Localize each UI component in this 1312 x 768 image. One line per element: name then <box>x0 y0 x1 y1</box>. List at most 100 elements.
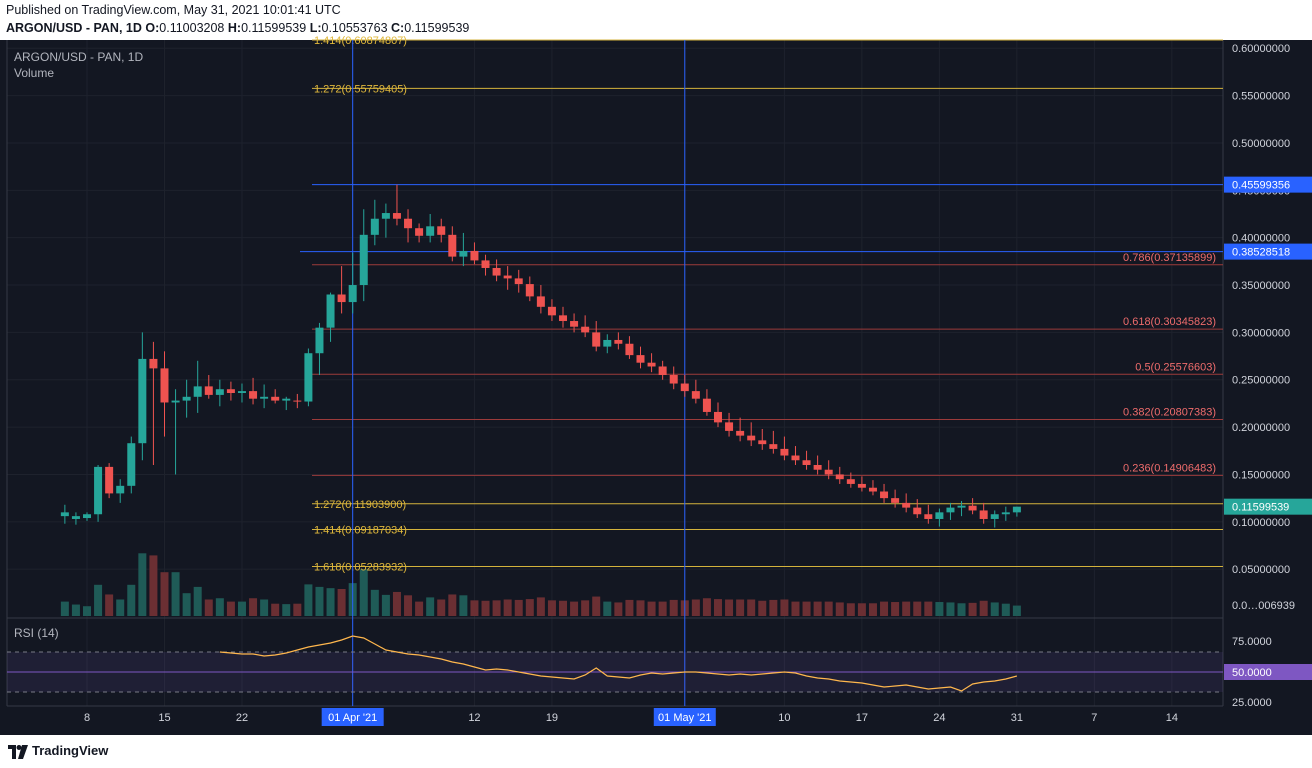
volume-bar <box>691 599 700 616</box>
time-tick-label: 01 Apr '21 <box>328 712 377 724</box>
candles <box>60 184 1021 528</box>
candle-body <box>968 505 977 511</box>
volume-bar <box>138 553 147 616</box>
volume-bar <box>835 602 844 616</box>
price-tick-label: 0.55000000 <box>1232 91 1290 103</box>
volume-bar <box>437 599 446 616</box>
candle-body <box>503 275 512 279</box>
candle-body <box>381 213 390 219</box>
rsi-tick-label: 25.0000 <box>1232 697 1272 709</box>
volume-bar <box>381 594 390 616</box>
price-tick-label: 0.60000000 <box>1232 43 1290 55</box>
volume-bar <box>902 601 911 616</box>
volume-bar <box>525 599 534 616</box>
candle-body <box>1012 506 1021 513</box>
candle-body <box>636 355 645 363</box>
candle-body <box>725 422 734 431</box>
volume-bar <box>83 606 91 616</box>
candle-body <box>525 284 534 297</box>
volume-bar <box>459 595 468 616</box>
volume-bar <box>846 603 855 616</box>
volume-bar <box>237 601 246 616</box>
candle-body <box>736 430 745 436</box>
volume-bar <box>658 601 667 616</box>
candle-body <box>237 391 246 394</box>
candle-body <box>891 498 900 503</box>
volume-bar <box>271 603 280 616</box>
price-axis: 0.600000000.550000000.500000000.45000000… <box>1224 40 1312 706</box>
volume-bar <box>304 584 313 616</box>
candle-body <box>426 226 435 236</box>
candle-body <box>824 469 833 475</box>
candle-body <box>415 228 424 236</box>
volume-bar <box>736 599 745 616</box>
rsi-current-tag <box>1224 664 1312 680</box>
volume-bar <box>702 598 711 616</box>
price-tick-label: 0.0…006939 <box>1232 600 1295 612</box>
tradingview-logo-icon[interactable] <box>8 745 28 759</box>
volume-bar <box>979 600 988 616</box>
candle-body <box>437 226 446 235</box>
volume-bar <box>713 599 722 616</box>
candle-body <box>514 278 523 285</box>
candle-body <box>404 218 413 229</box>
volume-bar <box>215 598 224 616</box>
candle-body <box>260 396 269 399</box>
header-bar: Published on TradingView.com, May 31, 20… <box>0 0 1312 40</box>
volume-bar <box>592 596 601 616</box>
fib-level-label: 0.618(0.30345823) <box>1123 316 1216 328</box>
time-tick-label: 12 <box>468 712 480 724</box>
fib-level-label: 0.5(0.25576603) <box>1135 361 1216 373</box>
candle-body <box>249 391 258 399</box>
candle-body <box>935 512 944 519</box>
candle-body <box>990 514 999 519</box>
fib-level-label: 1.618(0.05283932) <box>314 561 407 573</box>
tradingview-brand[interactable]: TradingView <box>32 743 109 758</box>
candle-body <box>304 353 313 402</box>
fib-level-label: 1.272(0.55759405) <box>314 83 407 95</box>
volume-bar <box>204 599 213 616</box>
volume-bar <box>116 599 125 616</box>
volume-bar <box>149 555 158 616</box>
volume-bar <box>226 601 235 616</box>
candle-body <box>791 455 800 461</box>
candle-body <box>459 250 468 257</box>
candle-body <box>215 389 224 395</box>
candle-body <box>758 440 767 445</box>
volume-bar <box>60 601 69 616</box>
volume-bar <box>282 604 291 616</box>
candle-body <box>880 491 889 499</box>
rsi-current-label: 50.0000 <box>1232 667 1272 679</box>
candle-body <box>293 400 302 402</box>
price-tag <box>1224 498 1312 515</box>
price-tag <box>1224 243 1312 260</box>
volume-bar <box>105 594 114 616</box>
price-tick-label: 0.15000000 <box>1232 469 1290 481</box>
published-note: Published on TradingView.com, May 31, 20… <box>6 3 341 17</box>
pane-title: ARGON/USD - PAN, 1D <box>14 50 143 64</box>
volume-bar <box>182 593 191 616</box>
volume-bar <box>415 601 424 616</box>
candle-body <box>769 444 778 449</box>
rsi-title: RSI (14) <box>14 626 59 640</box>
volume-bar <box>249 598 258 616</box>
open-value: 0.11003208 <box>159 21 225 35</box>
candle-body <box>359 234 368 286</box>
candle-body <box>902 502 911 508</box>
footer-bar: TradingView <box>0 735 1312 768</box>
fib-level-label: 1.414(0.09187034) <box>314 525 407 537</box>
time-tick-label: 17 <box>856 712 868 724</box>
candle-body <box>60 512 69 517</box>
candle-body <box>149 358 158 369</box>
volume-bar <box>404 595 413 616</box>
low-label: L: <box>309 21 322 35</box>
volume-bars <box>60 553 1021 616</box>
volume-bar <box>293 603 302 616</box>
candle-body <box>603 339 612 347</box>
volume-bar <box>514 599 523 616</box>
candle-body <box>71 516 80 519</box>
candle-body <box>625 343 634 356</box>
candle-body <box>647 362 656 367</box>
volume-bar <box>481 600 490 616</box>
